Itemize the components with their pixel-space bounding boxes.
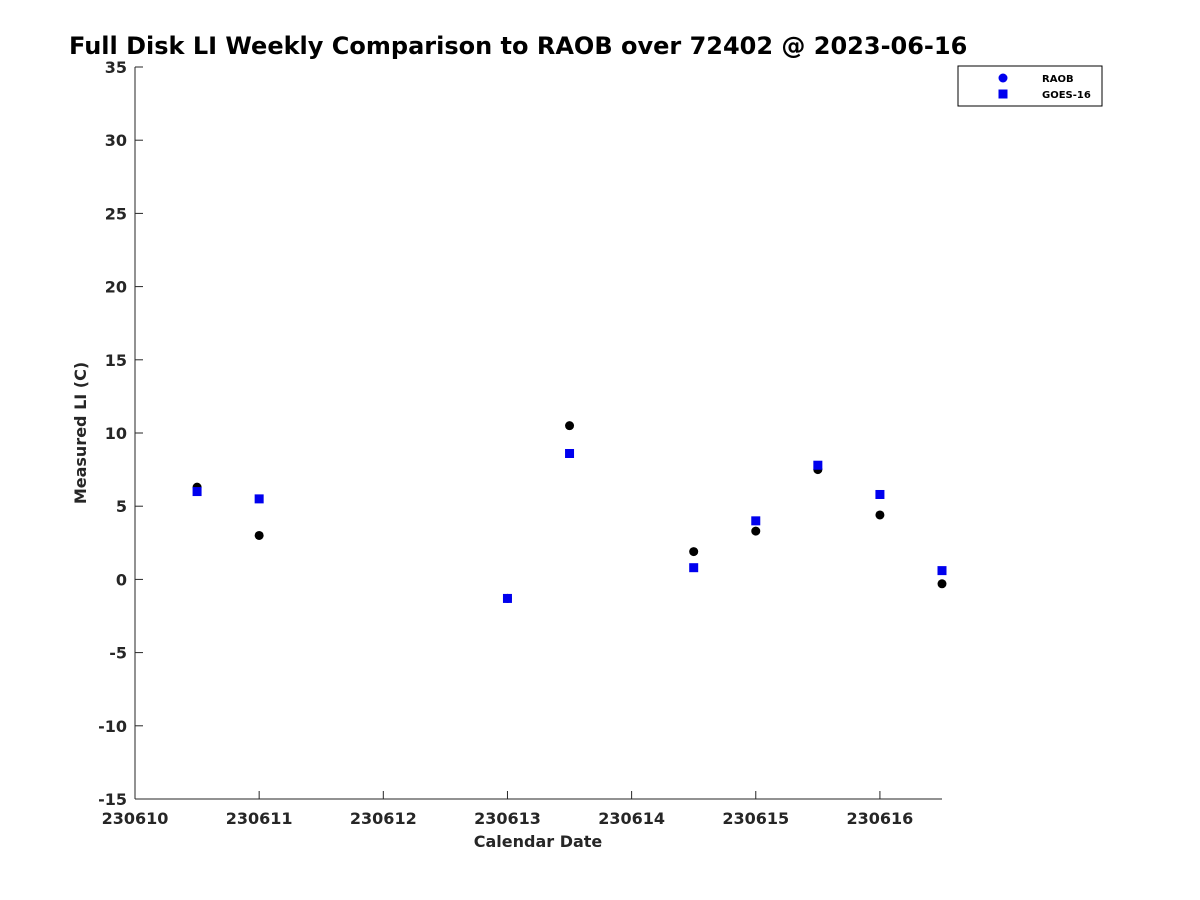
goes-16-point	[689, 563, 699, 573]
y-tick-label: 20	[105, 278, 127, 297]
y-tick-label: 25	[105, 204, 127, 223]
goes-16-point	[937, 566, 947, 576]
goes-16-point	[502, 593, 512, 603]
x-axis-label: Calendar Date	[474, 832, 603, 851]
x-tick-label: 230610	[102, 809, 169, 828]
goes-16-point	[875, 489, 885, 499]
y-tick-label: 0	[116, 570, 127, 589]
legend-raob-label: RAOB	[1042, 74, 1074, 85]
data-marks	[192, 421, 947, 603]
y-tick-label: -5	[109, 644, 127, 663]
legend: RAOB GOES-16	[957, 65, 1103, 107]
y-axis-label: Measured LI (C)	[71, 362, 90, 504]
y-tick-label: 10	[105, 424, 127, 443]
goes-16-point	[192, 487, 202, 497]
chart-title: Full Disk LI Weekly Comparison to RAOB o…	[69, 32, 967, 60]
x-tick-label: 230612	[350, 809, 417, 828]
x-tick-label: 230613	[474, 809, 541, 828]
raob-point	[689, 547, 699, 557]
goes-16-point	[254, 494, 264, 504]
x-tick-label: 230611	[226, 809, 293, 828]
legend-goes-16-label: GOES-16	[1042, 90, 1091, 101]
legend-goes-16-marker	[998, 89, 1008, 99]
raob-point	[254, 530, 264, 540]
x-tick-label: 230614	[598, 809, 665, 828]
y-tick-label: 35	[105, 58, 127, 77]
raob-point	[875, 510, 885, 520]
y-tick-label: 15	[105, 351, 127, 370]
legend-box	[957, 65, 1103, 107]
y-tick-label: 5	[116, 497, 127, 516]
raob-point	[937, 579, 947, 589]
y-tick-label: 30	[105, 131, 127, 150]
y-tick-label: -15	[98, 790, 127, 809]
x-tick-label: 230616	[847, 809, 914, 828]
x-tick-label: 230615	[722, 809, 789, 828]
goes-16-point	[813, 460, 823, 470]
legend-raob-marker	[998, 73, 1008, 83]
raob-point	[565, 421, 575, 431]
goes-16-point	[751, 516, 761, 526]
y-tick-label: -10	[98, 717, 127, 736]
raob-point	[751, 526, 761, 536]
goes-16-point	[565, 448, 575, 458]
